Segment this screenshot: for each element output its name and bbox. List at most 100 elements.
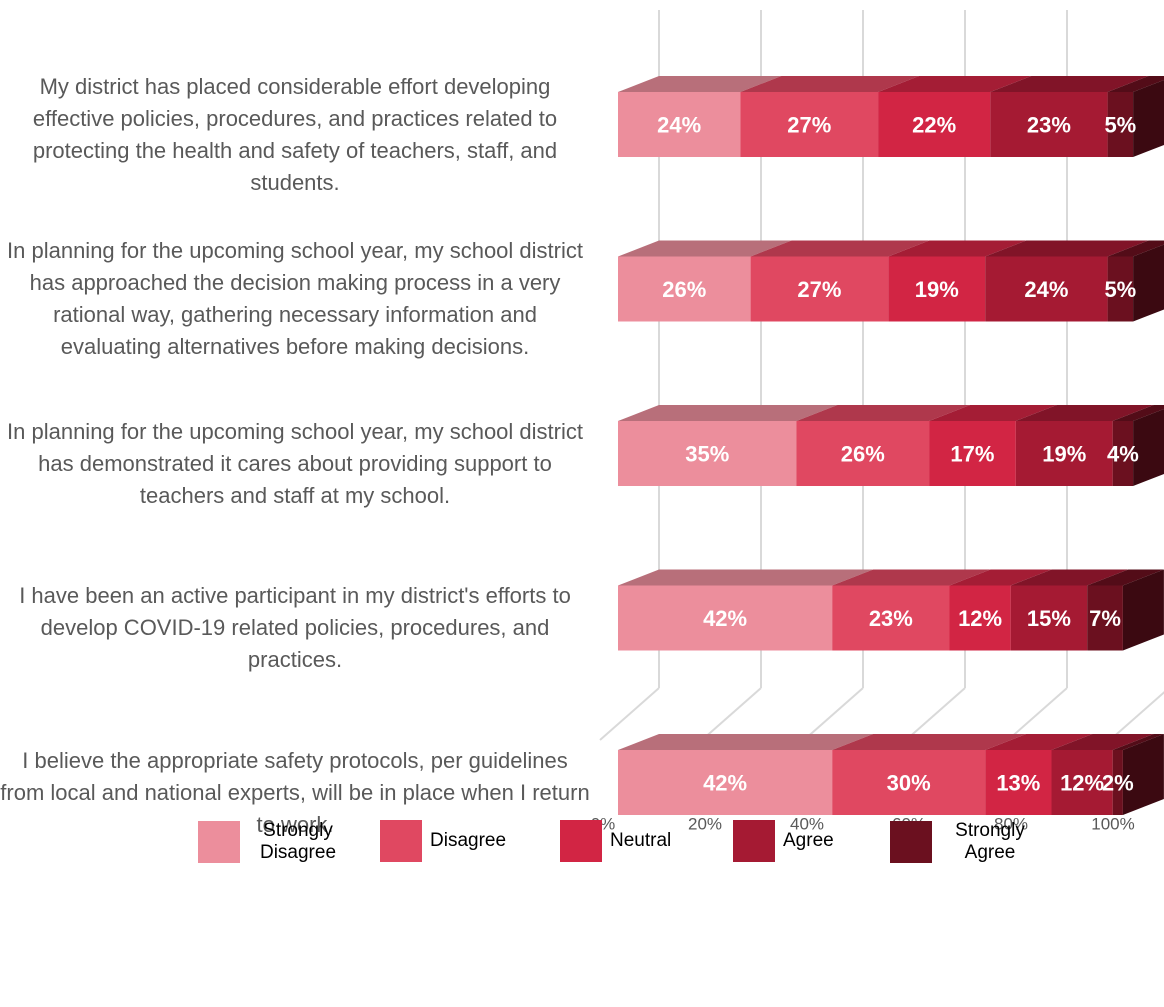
bar — [1107, 256, 1134, 322]
legend-label: Agree — [783, 830, 834, 851]
value-label: 35% — [685, 441, 729, 466]
bar — [832, 750, 986, 815]
bar-side — [1122, 569, 1164, 651]
bar — [832, 585, 950, 651]
legend-label: Neutral — [610, 830, 672, 851]
legend-swatch — [733, 820, 775, 862]
x-tick-label: 100% — [1091, 814, 1134, 833]
grid-line — [1007, 687, 1068, 741]
value-label: 15% — [1027, 606, 1071, 631]
legend-swatch — [560, 820, 602, 862]
legend-label: Disagree — [430, 830, 507, 851]
bar — [796, 421, 930, 486]
bar-top — [618, 405, 838, 421]
category-label: I believe the appropriate safety protoco… — [0, 747, 590, 837]
bar — [618, 92, 741, 157]
bar — [618, 421, 797, 486]
category-label: I have been an active participant in my … — [19, 583, 571, 672]
bar-top — [832, 734, 1027, 750]
bar-side — [1133, 408, 1164, 486]
grid-line — [803, 687, 864, 741]
value-label: 12% — [1060, 770, 1104, 795]
bar — [1087, 585, 1123, 651]
legend-item: Strongly Agree — [890, 820, 1040, 864]
x-tick-label: 80% — [994, 814, 1028, 833]
grid-line — [1109, 691, 1164, 741]
legend-item: Agree — [733, 820, 834, 862]
legend-item: Neutral — [560, 820, 671, 862]
bar — [1010, 585, 1088, 651]
legend-item: Disagree — [380, 820, 506, 862]
bar — [888, 256, 986, 322]
bar-top — [832, 569, 991, 586]
bar-side — [1133, 244, 1164, 322]
value-label: 22% — [912, 112, 956, 137]
bar — [740, 92, 879, 157]
legend-label: Strongly Disagree — [259, 820, 337, 863]
category-label: In planning for the upcoming school year… — [7, 238, 583, 359]
bar — [618, 256, 751, 322]
bar-side — [1133, 79, 1164, 157]
legend-swatch — [198, 821, 240, 863]
value-label: 27% — [787, 112, 831, 137]
value-label: 27% — [797, 277, 841, 302]
value-label: 5% — [1104, 112, 1136, 137]
bar-top — [949, 569, 1052, 586]
value-label: 19% — [1042, 441, 1086, 466]
x-tick-label: 40% — [790, 814, 824, 833]
bar-top — [740, 76, 920, 92]
bar-top — [1015, 405, 1154, 421]
value-label: 19% — [915, 277, 959, 302]
bar-top — [618, 76, 782, 92]
category-label: In planning for the upcoming school year… — [7, 418, 583, 508]
bar — [929, 421, 1016, 486]
bar-top — [878, 76, 1032, 92]
bar-top — [1112, 405, 1164, 421]
bar-top — [888, 240, 1027, 257]
value-label: 23% — [869, 606, 913, 631]
bar — [949, 585, 1011, 651]
value-label: 42% — [703, 770, 747, 795]
grid-line — [905, 687, 966, 741]
value-label: 5% — [1104, 277, 1136, 302]
bar — [1112, 750, 1123, 815]
value-label: 23% — [1027, 112, 1071, 137]
legend-swatch — [380, 820, 422, 862]
bar — [1015, 421, 1113, 486]
bar — [618, 585, 833, 651]
grid-line — [701, 687, 762, 741]
value-label: 26% — [662, 277, 706, 302]
category-label: My district has placed considerable effo… — [32, 73, 558, 195]
value-label: 30% — [887, 770, 931, 795]
value-label: 4% — [1107, 441, 1139, 466]
bar-top — [985, 734, 1093, 750]
bar-top — [929, 405, 1057, 421]
bar — [990, 92, 1108, 157]
bar — [1051, 750, 1113, 815]
bar-top — [1087, 569, 1164, 586]
value-label: 13% — [996, 770, 1040, 795]
bar-top — [750, 240, 930, 257]
value-label: 12% — [958, 606, 1002, 631]
bar-top — [618, 734, 874, 750]
bar-top — [1107, 240, 1164, 257]
bar-side — [1122, 734, 1164, 815]
bar-top — [1107, 76, 1164, 92]
bar-top — [1112, 734, 1164, 750]
bar — [750, 256, 889, 322]
bar — [1107, 92, 1134, 157]
legend-swatch — [890, 821, 932, 863]
bar-top — [618, 240, 792, 257]
bar — [985, 256, 1108, 322]
x-tick-label: 20% — [688, 814, 722, 833]
value-label: 42% — [703, 606, 747, 631]
value-label: 7% — [1089, 606, 1121, 631]
bar — [985, 750, 1052, 815]
bar-top — [1010, 569, 1129, 586]
value-label: 24% — [657, 112, 701, 137]
legend-item: Strongly Disagree — [198, 820, 348, 864]
bar-top — [990, 76, 1149, 92]
bar — [618, 750, 833, 815]
